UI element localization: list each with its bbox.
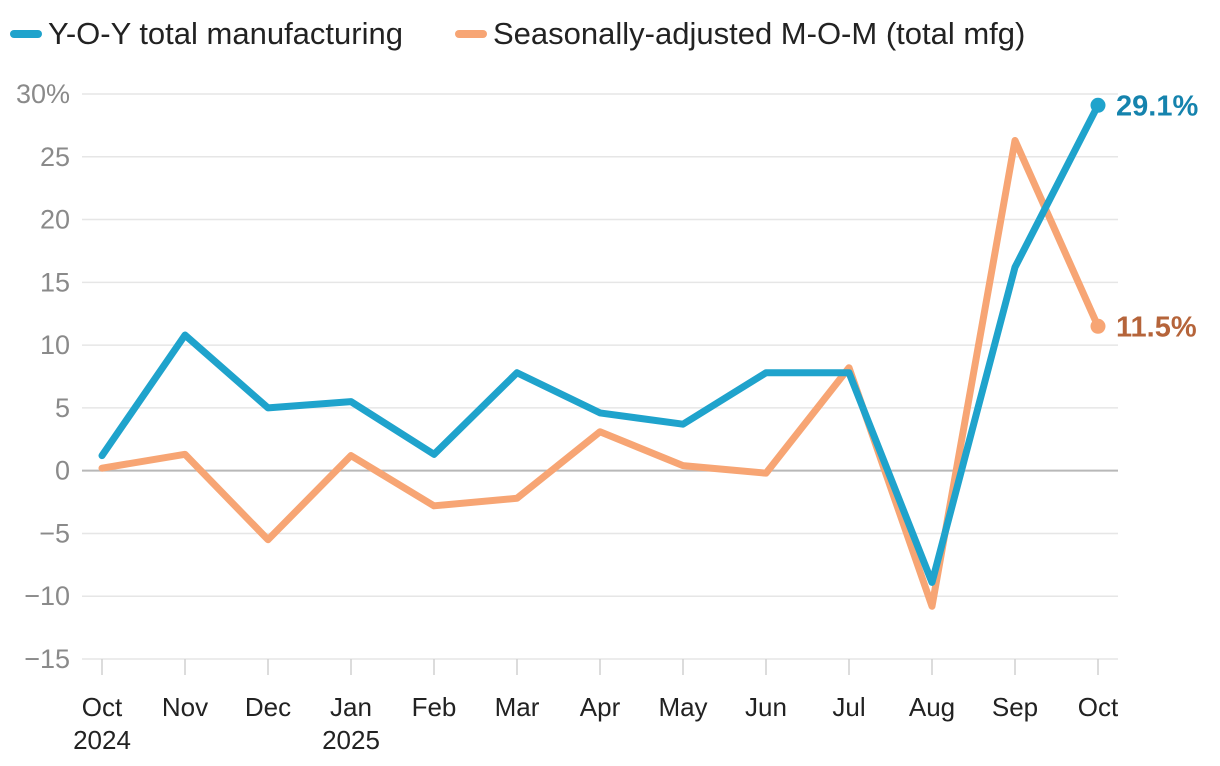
end-label-mom: 11.5% [1116, 311, 1197, 343]
x-tick-label: Apr [580, 692, 621, 722]
y-tick-label: −15 [24, 644, 70, 674]
legend-swatch-mom [455, 30, 487, 38]
x-year-label: 2025 [322, 725, 380, 755]
x-tick-label: Feb [412, 692, 457, 722]
x-tick-label: Oct [82, 692, 123, 722]
y-axis: −15 −10 −5 0 5 10 15 20 25 30% [16, 79, 70, 674]
series-line-yoy [98, 101, 1102, 586]
legend-swatch-yoy [10, 30, 42, 38]
x-tick-label: Nov [162, 692, 208, 722]
x-tick-label: May [658, 692, 707, 722]
x-tick-label: Dec [245, 692, 291, 722]
x-year-label: 2024 [73, 725, 131, 755]
x-tick-label: Sep [992, 692, 1038, 722]
y-tick-label: 25 [40, 142, 70, 172]
x-tick-label: Jun [745, 692, 787, 722]
end-point-yoy [1090, 97, 1106, 113]
legend-label-yoy: Y-O-Y total manufacturing [48, 16, 403, 51]
series [98, 97, 1106, 610]
y-tick-label: 20 [40, 205, 70, 235]
x-tick-label: Jan [330, 692, 372, 722]
y-tick-label: 0 [55, 456, 70, 486]
end-labels: 11.5% 29.1% [1116, 90, 1198, 343]
legend: Y-O-Y total manufacturing Seasonally-adj… [10, 16, 1025, 51]
y-tick-label: 10 [40, 330, 70, 360]
legend-label-mom: Seasonally-adjusted M-O-M (total mfg) [493, 16, 1025, 51]
end-label-yoy: 29.1% [1116, 90, 1198, 122]
y-tick-label: −10 [24, 581, 70, 611]
y-tick-label: 15 [40, 267, 70, 297]
x-tick-label: Mar [495, 692, 540, 722]
grid [82, 93, 1118, 660]
y-tick-label: −5 [39, 518, 70, 548]
end-point-mom [1090, 318, 1106, 334]
y-tick-label: 30% [16, 79, 70, 109]
x-tick-label: Aug [909, 692, 955, 722]
y-tick-label: 5 [55, 393, 70, 423]
x-tick-label: Oct [1078, 692, 1119, 722]
series-line-mom [98, 136, 1102, 610]
x-tick-label: Jul [832, 692, 865, 722]
